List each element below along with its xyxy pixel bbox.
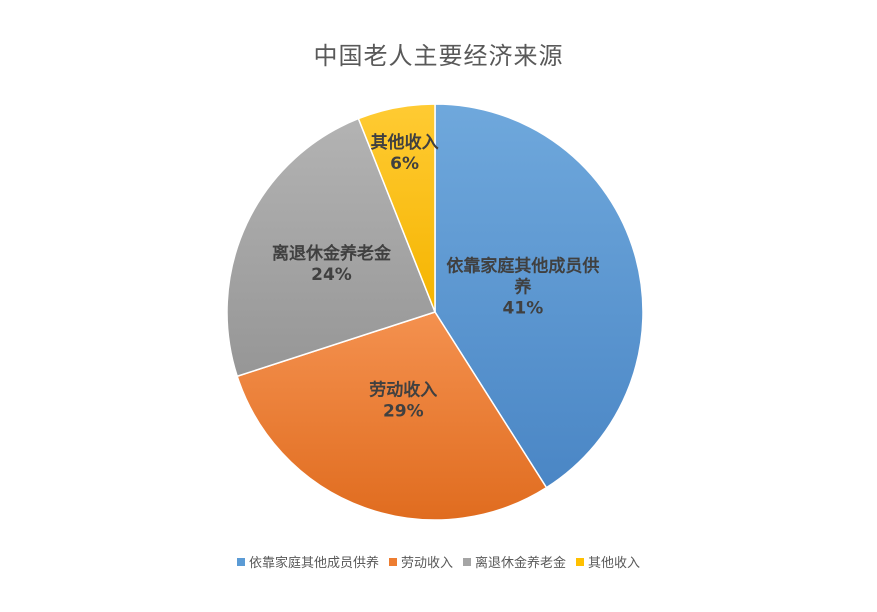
- slice-label-2: 劳动收入 29%: [369, 380, 437, 422]
- pie-slice-2: [236, 311, 548, 521]
- legend-item-2: 劳动收入: [388, 552, 453, 571]
- legend-label: 依靠家庭其他成员供养: [248, 556, 379, 571]
- slice-label-4: 其他收入 6%: [371, 132, 439, 174]
- pie-slice-4: [357, 103, 436, 313]
- legend-label: 劳动收入: [400, 556, 453, 571]
- chart-legend: 依靠家庭其他成员供养 劳动收入 离退休金养老金 其他收入: [0, 552, 877, 571]
- slice-label-1: 依靠家庭其他成员供养 41%: [446, 255, 599, 318]
- pie-slice-3: [226, 117, 436, 378]
- legend-label: 其他收入: [588, 556, 641, 571]
- slice-label-line: 其他收入: [371, 132, 439, 153]
- legend-swatch: [388, 557, 397, 566]
- slice-label-line: 离退休金养老金: [272, 243, 392, 264]
- legend-item-4: 其他收入: [576, 552, 640, 571]
- chart-title: 中国老人主要经济来源: [313, 42, 564, 70]
- slice-label-line: 6%: [390, 154, 419, 174]
- legend-item-3: 离退休金养老金: [463, 552, 566, 571]
- slice-label-line: 24%: [311, 265, 352, 285]
- slice-label-line: 养: [513, 276, 532, 297]
- slice-label-line: 29%: [383, 402, 424, 422]
- slice-label-line: 劳动收入: [369, 380, 437, 401]
- legend-item-1: 依靠家庭其他成员供养: [236, 552, 379, 571]
- legend-label: 离退休金养老金: [475, 556, 567, 571]
- legend-swatch: [463, 557, 471, 566]
- legend-swatch: [236, 557, 245, 566]
- slice-label-3: 离退休金养老金 24%: [272, 243, 392, 285]
- slice-label-line: 41%: [503, 298, 544, 318]
- pie-slice-1: [434, 103, 644, 489]
- legend-swatch: [576, 557, 585, 566]
- slice-label-line: 依靠家庭其他成员供: [446, 255, 599, 276]
